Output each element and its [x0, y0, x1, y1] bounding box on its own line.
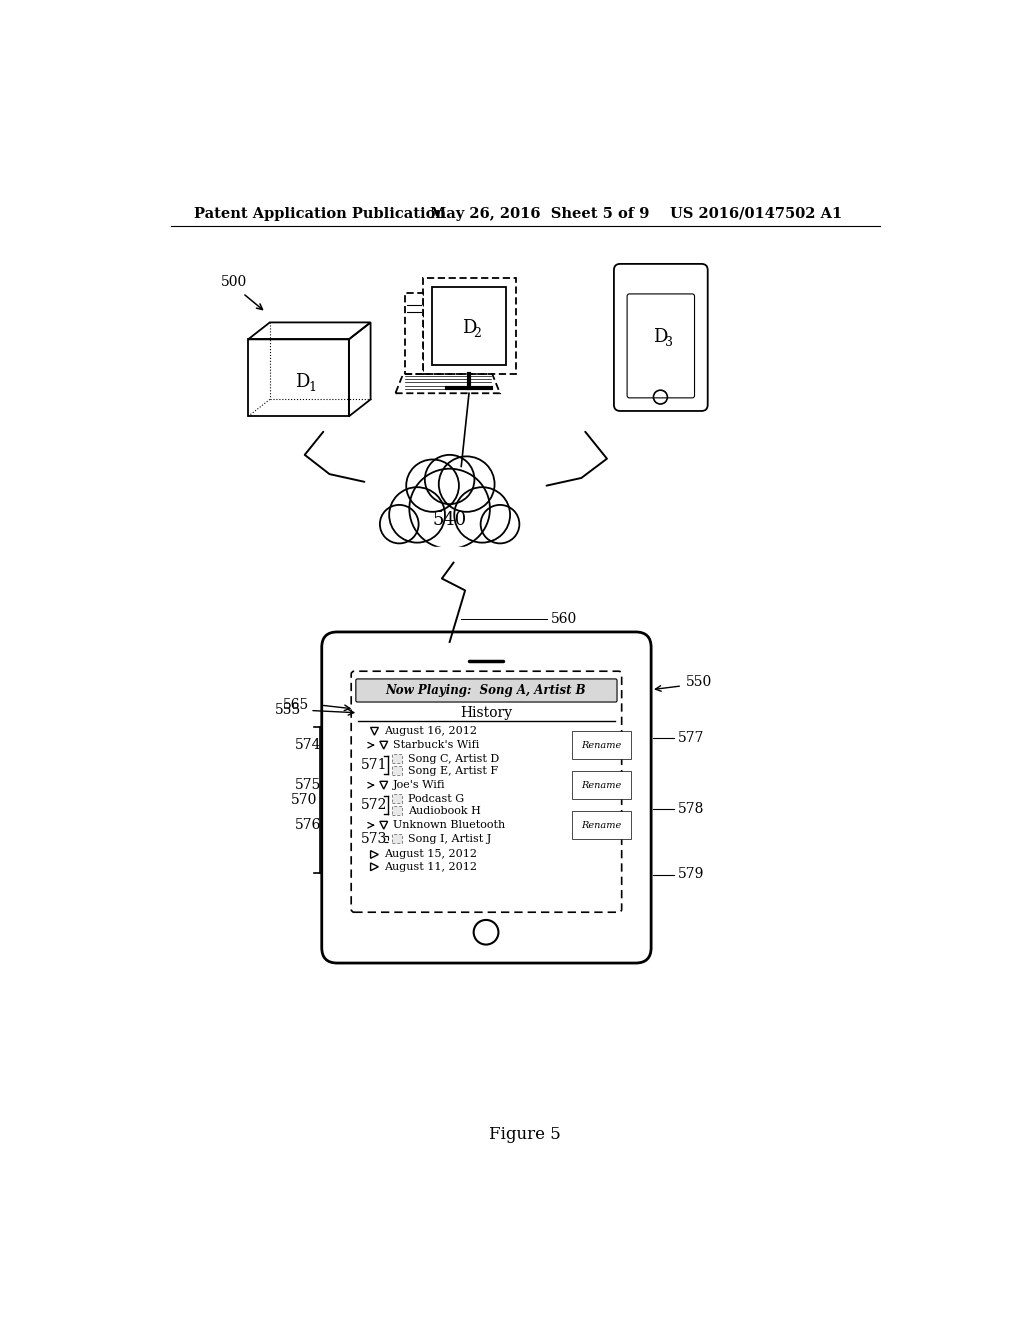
Text: 2: 2 — [473, 326, 481, 339]
Text: 560: 560 — [550, 612, 577, 626]
Text: 555: 555 — [275, 704, 301, 718]
Circle shape — [438, 457, 495, 512]
Text: August 11, 2012: August 11, 2012 — [384, 862, 477, 871]
Text: 500: 500 — [221, 275, 247, 289]
Text: Joe's Wifi: Joe's Wifi — [393, 780, 445, 791]
Text: 578: 578 — [678, 803, 705, 816]
Text: Figure 5: Figure 5 — [488, 1126, 561, 1143]
Text: Unknown Bluetooth: Unknown Bluetooth — [393, 820, 505, 830]
FancyBboxPatch shape — [614, 264, 708, 411]
Text: Podcast G: Podcast G — [408, 795, 464, 804]
Text: History: History — [460, 706, 512, 719]
Text: 540: 540 — [432, 511, 467, 529]
Text: 572: 572 — [360, 799, 387, 812]
FancyBboxPatch shape — [392, 754, 401, 763]
Text: Now Playing:  Song A, Artist B: Now Playing: Song A, Artist B — [386, 684, 587, 697]
Text: D: D — [653, 329, 668, 346]
FancyBboxPatch shape — [627, 294, 694, 397]
FancyBboxPatch shape — [351, 671, 622, 912]
FancyBboxPatch shape — [392, 807, 401, 816]
Text: Audiobook H: Audiobook H — [408, 807, 480, 816]
FancyBboxPatch shape — [356, 678, 617, 702]
Text: 579: 579 — [678, 867, 705, 882]
FancyBboxPatch shape — [404, 293, 423, 374]
Text: May 26, 2016  Sheet 5 of 9: May 26, 2016 Sheet 5 of 9 — [430, 207, 649, 220]
Circle shape — [380, 506, 419, 544]
Text: Song I, Artist J: Song I, Artist J — [408, 834, 492, 843]
Text: Rename: Rename — [582, 780, 622, 789]
Text: Rename: Rename — [582, 741, 622, 750]
Text: Patent Application Publication: Patent Application Publication — [194, 207, 445, 220]
FancyBboxPatch shape — [392, 766, 401, 775]
Text: 577: 577 — [678, 731, 705, 746]
Text: 575: 575 — [295, 779, 321, 792]
Circle shape — [425, 455, 474, 504]
Text: Rename: Rename — [582, 821, 622, 830]
Circle shape — [410, 469, 489, 549]
Text: 573: 573 — [360, 832, 387, 846]
Text: D: D — [295, 372, 309, 391]
Text: August 15, 2012: August 15, 2012 — [384, 850, 477, 859]
Text: August 16, 2012: August 16, 2012 — [384, 726, 477, 737]
Text: Starbuck's Wifi: Starbuck's Wifi — [393, 741, 479, 750]
Text: US 2016/0147502 A1: US 2016/0147502 A1 — [671, 207, 843, 220]
FancyBboxPatch shape — [322, 632, 651, 964]
Text: 576: 576 — [295, 818, 321, 832]
Text: 570: 570 — [291, 793, 317, 807]
Text: 1: 1 — [308, 380, 316, 393]
Text: 565: 565 — [283, 698, 309, 711]
Text: 3: 3 — [665, 335, 673, 348]
Text: 571: 571 — [360, 758, 387, 772]
Circle shape — [389, 487, 445, 543]
FancyBboxPatch shape — [392, 834, 401, 843]
Text: D: D — [462, 319, 476, 337]
Text: Song C, Artist D: Song C, Artist D — [408, 754, 499, 764]
FancyBboxPatch shape — [423, 277, 515, 374]
Text: 550: 550 — [686, 675, 713, 689]
Circle shape — [407, 459, 459, 512]
Text: 574: 574 — [295, 738, 322, 752]
Text: Song E, Artist F: Song E, Artist F — [408, 767, 498, 776]
Circle shape — [455, 487, 510, 543]
Polygon shape — [376, 548, 523, 570]
Circle shape — [480, 506, 519, 544]
FancyBboxPatch shape — [392, 793, 401, 803]
